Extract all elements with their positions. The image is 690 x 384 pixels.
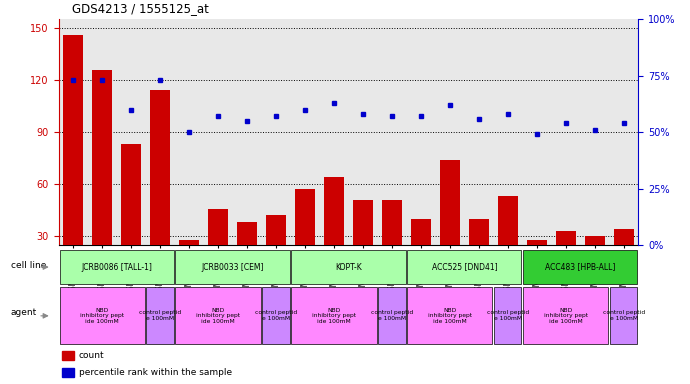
Bar — [121, 144, 141, 288]
Bar — [497, 196, 518, 288]
Bar — [175, 287, 261, 344]
Bar — [291, 287, 377, 344]
Text: ACC525 [DND41]: ACC525 [DND41] — [431, 263, 497, 271]
Bar — [353, 200, 373, 288]
Text: NBD
inhibitory pept
ide 100mM: NBD inhibitory pept ide 100mM — [80, 308, 124, 324]
Bar — [407, 287, 493, 344]
Text: control peptid
e 100mM: control peptid e 100mM — [139, 310, 181, 321]
Text: control peptid
e 100mM: control peptid e 100mM — [255, 310, 297, 321]
Bar — [613, 229, 634, 288]
Bar — [150, 90, 170, 288]
Bar — [407, 250, 522, 284]
Bar — [378, 287, 406, 344]
Bar — [262, 287, 290, 344]
Bar — [526, 240, 547, 288]
Bar — [469, 219, 489, 288]
Bar — [179, 240, 199, 288]
Bar — [440, 160, 460, 288]
Text: agent: agent — [10, 308, 37, 317]
Text: NBD
inhibitory pept
ide 100mM: NBD inhibitory pept ide 100mM — [544, 308, 588, 324]
Bar — [175, 250, 290, 284]
Bar — [61, 351, 75, 360]
Bar — [324, 177, 344, 288]
Text: count: count — [79, 351, 105, 360]
Bar — [208, 209, 228, 288]
Text: control peptid
e 100mM: control peptid e 100mM — [602, 310, 645, 321]
Bar — [411, 219, 431, 288]
Bar — [266, 215, 286, 288]
Bar — [523, 287, 609, 344]
Bar — [61, 368, 75, 377]
Text: cell line: cell line — [10, 261, 46, 270]
Text: KOPT-K: KOPT-K — [335, 263, 362, 271]
Bar — [63, 35, 83, 288]
Text: JCRB0033 [CEM]: JCRB0033 [CEM] — [201, 263, 264, 271]
Bar — [523, 250, 638, 284]
Bar — [59, 250, 174, 284]
Bar — [146, 287, 174, 344]
Bar — [92, 70, 112, 288]
Text: GDS4213 / 1555125_at: GDS4213 / 1555125_at — [72, 2, 209, 15]
Bar — [295, 189, 315, 288]
Bar — [59, 287, 145, 344]
Bar — [494, 287, 522, 344]
Bar — [291, 250, 406, 284]
Text: JCRB0086 [TALL-1]: JCRB0086 [TALL-1] — [81, 263, 152, 271]
Text: control peptid
e 100mM: control peptid e 100mM — [371, 310, 413, 321]
Text: NBD
inhibitory pept
ide 100mM: NBD inhibitory pept ide 100mM — [428, 308, 472, 324]
Text: NBD
inhibitory pept
ide 100mM: NBD inhibitory pept ide 100mM — [312, 308, 356, 324]
Bar — [610, 287, 638, 344]
Bar — [584, 236, 605, 288]
Text: NBD
inhibitory pept
ide 100mM: NBD inhibitory pept ide 100mM — [196, 308, 240, 324]
Text: control peptid
e 100mM: control peptid e 100mM — [486, 310, 529, 321]
Bar — [237, 222, 257, 288]
Text: percentile rank within the sample: percentile rank within the sample — [79, 368, 232, 377]
Text: ACC483 [HPB-ALL]: ACC483 [HPB-ALL] — [545, 263, 615, 271]
Bar — [555, 231, 576, 288]
Bar — [382, 200, 402, 288]
